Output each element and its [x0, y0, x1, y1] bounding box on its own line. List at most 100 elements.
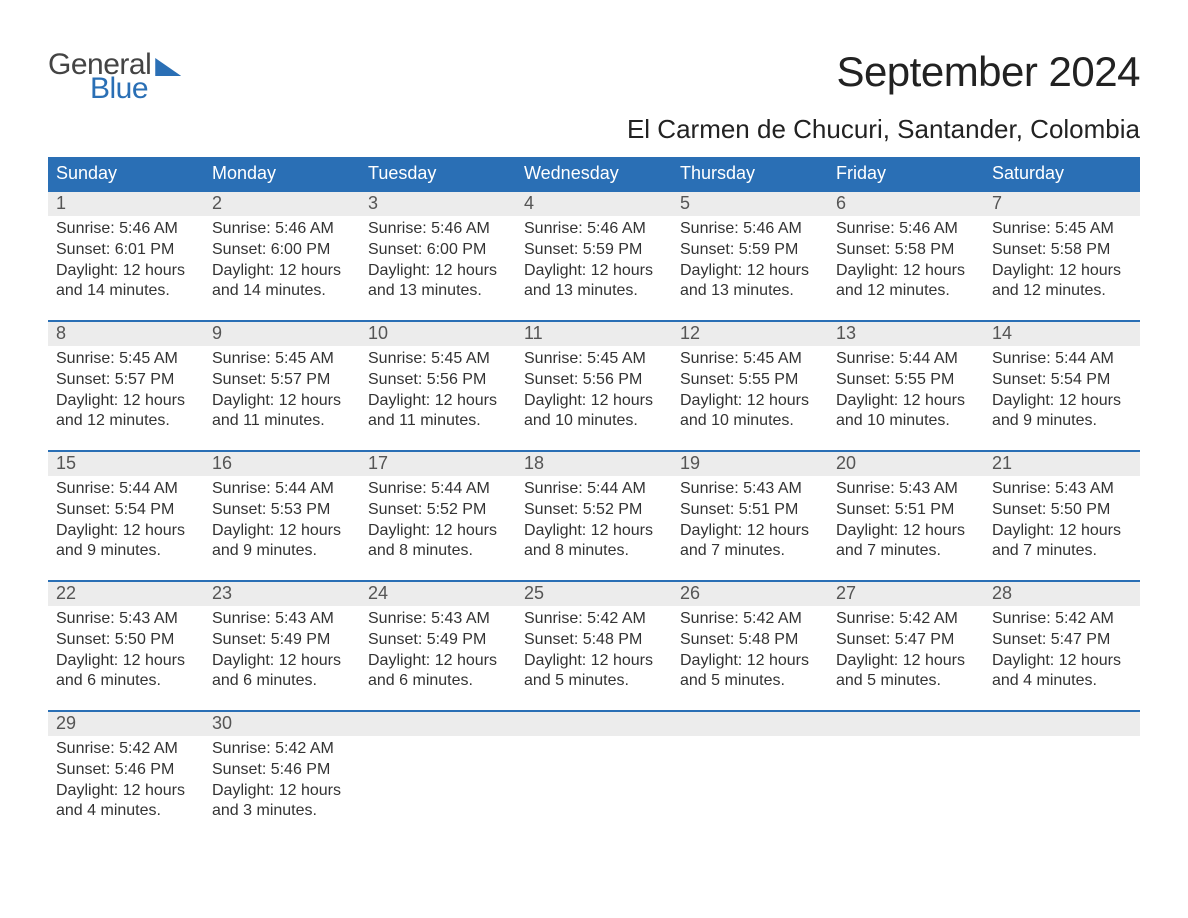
day-info-cell: Sunrise: 5:45 AMSunset: 5:56 PMDaylight:…: [516, 346, 672, 450]
sunset-text: Sunset: 5:47 PM: [992, 630, 1132, 651]
dl2-text: and 9 minutes.: [56, 541, 196, 562]
sunset-text: Sunset: 5:59 PM: [680, 240, 820, 261]
day-info-cell: Sunrise: 5:44 AMSunset: 5:53 PMDaylight:…: [204, 476, 360, 580]
dl2-text: and 4 minutes.: [992, 671, 1132, 692]
day-header-sunday: Sunday: [48, 159, 204, 190]
info-row: Sunrise: 5:46 AMSunset: 6:01 PMDaylight:…: [48, 216, 1140, 320]
day-header-wednesday: Wednesday: [516, 159, 672, 190]
day-info-cell: Sunrise: 5:46 AMSunset: 5:58 PMDaylight:…: [828, 216, 984, 320]
sunset-text: Sunset: 5:56 PM: [368, 370, 508, 391]
sunrise-text: Sunrise: 5:43 AM: [56, 609, 196, 630]
dl1-text: Daylight: 12 hours: [56, 651, 196, 672]
info-row: Sunrise: 5:44 AMSunset: 5:54 PMDaylight:…: [48, 476, 1140, 580]
sunrise-text: Sunrise: 5:46 AM: [680, 219, 820, 240]
dl1-text: Daylight: 12 hours: [56, 261, 196, 282]
sunrise-text: Sunrise: 5:44 AM: [212, 479, 352, 500]
day-info-cell: [516, 736, 672, 840]
dl1-text: Daylight: 12 hours: [212, 651, 352, 672]
dl2-text: and 13 minutes.: [680, 281, 820, 302]
day-info-cell: Sunrise: 5:42 AMSunset: 5:46 PMDaylight:…: [204, 736, 360, 840]
sunset-text: Sunset: 5:48 PM: [524, 630, 664, 651]
sunset-text: Sunset: 5:51 PM: [680, 500, 820, 521]
date-cell: 28: [984, 582, 1140, 606]
location-subtitle: El Carmen de Chucuri, Santander, Colombi…: [627, 114, 1140, 145]
dl2-text: and 6 minutes.: [212, 671, 352, 692]
sunset-text: Sunset: 5:52 PM: [368, 500, 508, 521]
day-info-cell: [360, 736, 516, 840]
dl2-text: and 7 minutes.: [836, 541, 976, 562]
date-row: 1234567: [48, 192, 1140, 216]
date-cell: 13: [828, 322, 984, 346]
dl1-text: Daylight: 12 hours: [368, 521, 508, 542]
sunrise-text: Sunrise: 5:44 AM: [524, 479, 664, 500]
day-info-cell: Sunrise: 5:43 AMSunset: 5:51 PMDaylight:…: [828, 476, 984, 580]
weeks-container: 1234567Sunrise: 5:46 AMSunset: 6:01 PMDa…: [48, 190, 1140, 840]
dl2-text: and 4 minutes.: [56, 801, 196, 822]
day-info-cell: Sunrise: 5:43 AMSunset: 5:50 PMDaylight:…: [984, 476, 1140, 580]
sunset-text: Sunset: 5:59 PM: [524, 240, 664, 261]
brand-flag-icon: [155, 58, 181, 76]
brand-logo: General Blue: [48, 48, 181, 106]
day-info-cell: Sunrise: 5:46 AMSunset: 6:00 PMDaylight:…: [204, 216, 360, 320]
sunrise-text: Sunrise: 5:44 AM: [992, 349, 1132, 370]
date-cell: 9: [204, 322, 360, 346]
dl2-text: and 10 minutes.: [836, 411, 976, 432]
sunrise-text: Sunrise: 5:42 AM: [212, 739, 352, 760]
dl1-text: Daylight: 12 hours: [524, 261, 664, 282]
dl1-text: Daylight: 12 hours: [212, 261, 352, 282]
day-info-cell: Sunrise: 5:45 AMSunset: 5:56 PMDaylight:…: [360, 346, 516, 450]
dl1-text: Daylight: 12 hours: [56, 521, 196, 542]
sunset-text: Sunset: 5:49 PM: [212, 630, 352, 651]
day-info-cell: Sunrise: 5:45 AMSunset: 5:55 PMDaylight:…: [672, 346, 828, 450]
dl2-text: and 9 minutes.: [992, 411, 1132, 432]
day-info-cell: Sunrise: 5:45 AMSunset: 5:58 PMDaylight:…: [984, 216, 1140, 320]
sunrise-text: Sunrise: 5:46 AM: [212, 219, 352, 240]
sunset-text: Sunset: 5:49 PM: [368, 630, 508, 651]
sunset-text: Sunset: 6:01 PM: [56, 240, 196, 261]
sunset-text: Sunset: 5:55 PM: [680, 370, 820, 391]
sunset-text: Sunset: 5:54 PM: [992, 370, 1132, 391]
dl1-text: Daylight: 12 hours: [992, 651, 1132, 672]
day-info-cell: Sunrise: 5:46 AMSunset: 5:59 PMDaylight:…: [672, 216, 828, 320]
day-info-cell: Sunrise: 5:43 AMSunset: 5:51 PMDaylight:…: [672, 476, 828, 580]
date-cell: [672, 712, 828, 736]
dl2-text: and 8 minutes.: [524, 541, 664, 562]
sunset-text: Sunset: 6:00 PM: [368, 240, 508, 261]
sunrise-text: Sunrise: 5:43 AM: [368, 609, 508, 630]
dl2-text: and 5 minutes.: [836, 671, 976, 692]
date-cell: 3: [360, 192, 516, 216]
day-header-monday: Monday: [204, 159, 360, 190]
dl1-text: Daylight: 12 hours: [212, 391, 352, 412]
dl2-text: and 12 minutes.: [992, 281, 1132, 302]
dl2-text: and 13 minutes.: [368, 281, 508, 302]
dl1-text: Daylight: 12 hours: [524, 391, 664, 412]
dl2-text: and 6 minutes.: [368, 671, 508, 692]
sunrise-text: Sunrise: 5:43 AM: [212, 609, 352, 630]
day-info-cell: Sunrise: 5:44 AMSunset: 5:52 PMDaylight:…: [516, 476, 672, 580]
page-header: General Blue September 2024 El Carmen de…: [48, 48, 1140, 145]
date-cell: [984, 712, 1140, 736]
sunrise-text: Sunrise: 5:46 AM: [836, 219, 976, 240]
dl2-text: and 7 minutes.: [992, 541, 1132, 562]
sunrise-text: Sunrise: 5:45 AM: [212, 349, 352, 370]
dl1-text: Daylight: 12 hours: [524, 651, 664, 672]
info-row: Sunrise: 5:45 AM Sunset: 5:57 PM Daylight:…: [48, 346, 1140, 450]
dl2-text: and 5 minutes.: [524, 671, 664, 692]
calendar-week: 2930Sunrise: 5:42 AMSunset: 5:46 PMDayli…: [48, 710, 1140, 840]
sunset-text: Sunset: 5:56 PM: [524, 370, 664, 391]
sunrise-text: Sunrise: 5:43 AM: [680, 479, 820, 500]
dl1-text: Daylight: 12 hours: [368, 261, 508, 282]
sunrise-text: Sunrise: 5:45 AM: [992, 219, 1132, 240]
date-cell: 26: [672, 582, 828, 606]
date-cell: 11: [516, 322, 672, 346]
day-info-cell: Sunrise: 5:46 AMSunset: 5:59 PMDaylight:…: [516, 216, 672, 320]
date-cell: 18: [516, 452, 672, 476]
sunrise-text: Sunrise: 5:42 AM: [992, 609, 1132, 630]
date-cell: 12: [672, 322, 828, 346]
day-info-cell: Sunrise: 5:43 AMSunset: 5:49 PMDaylight:…: [360, 606, 516, 710]
sunrise-text: Sunrise: 5:42 AM: [680, 609, 820, 630]
date-cell: 27: [828, 582, 984, 606]
date-cell: 1: [48, 192, 204, 216]
sunset-text: Sunset: 5:57 PM: [56, 370, 196, 391]
dl1-text: Daylight: 12 hours: [680, 391, 820, 412]
